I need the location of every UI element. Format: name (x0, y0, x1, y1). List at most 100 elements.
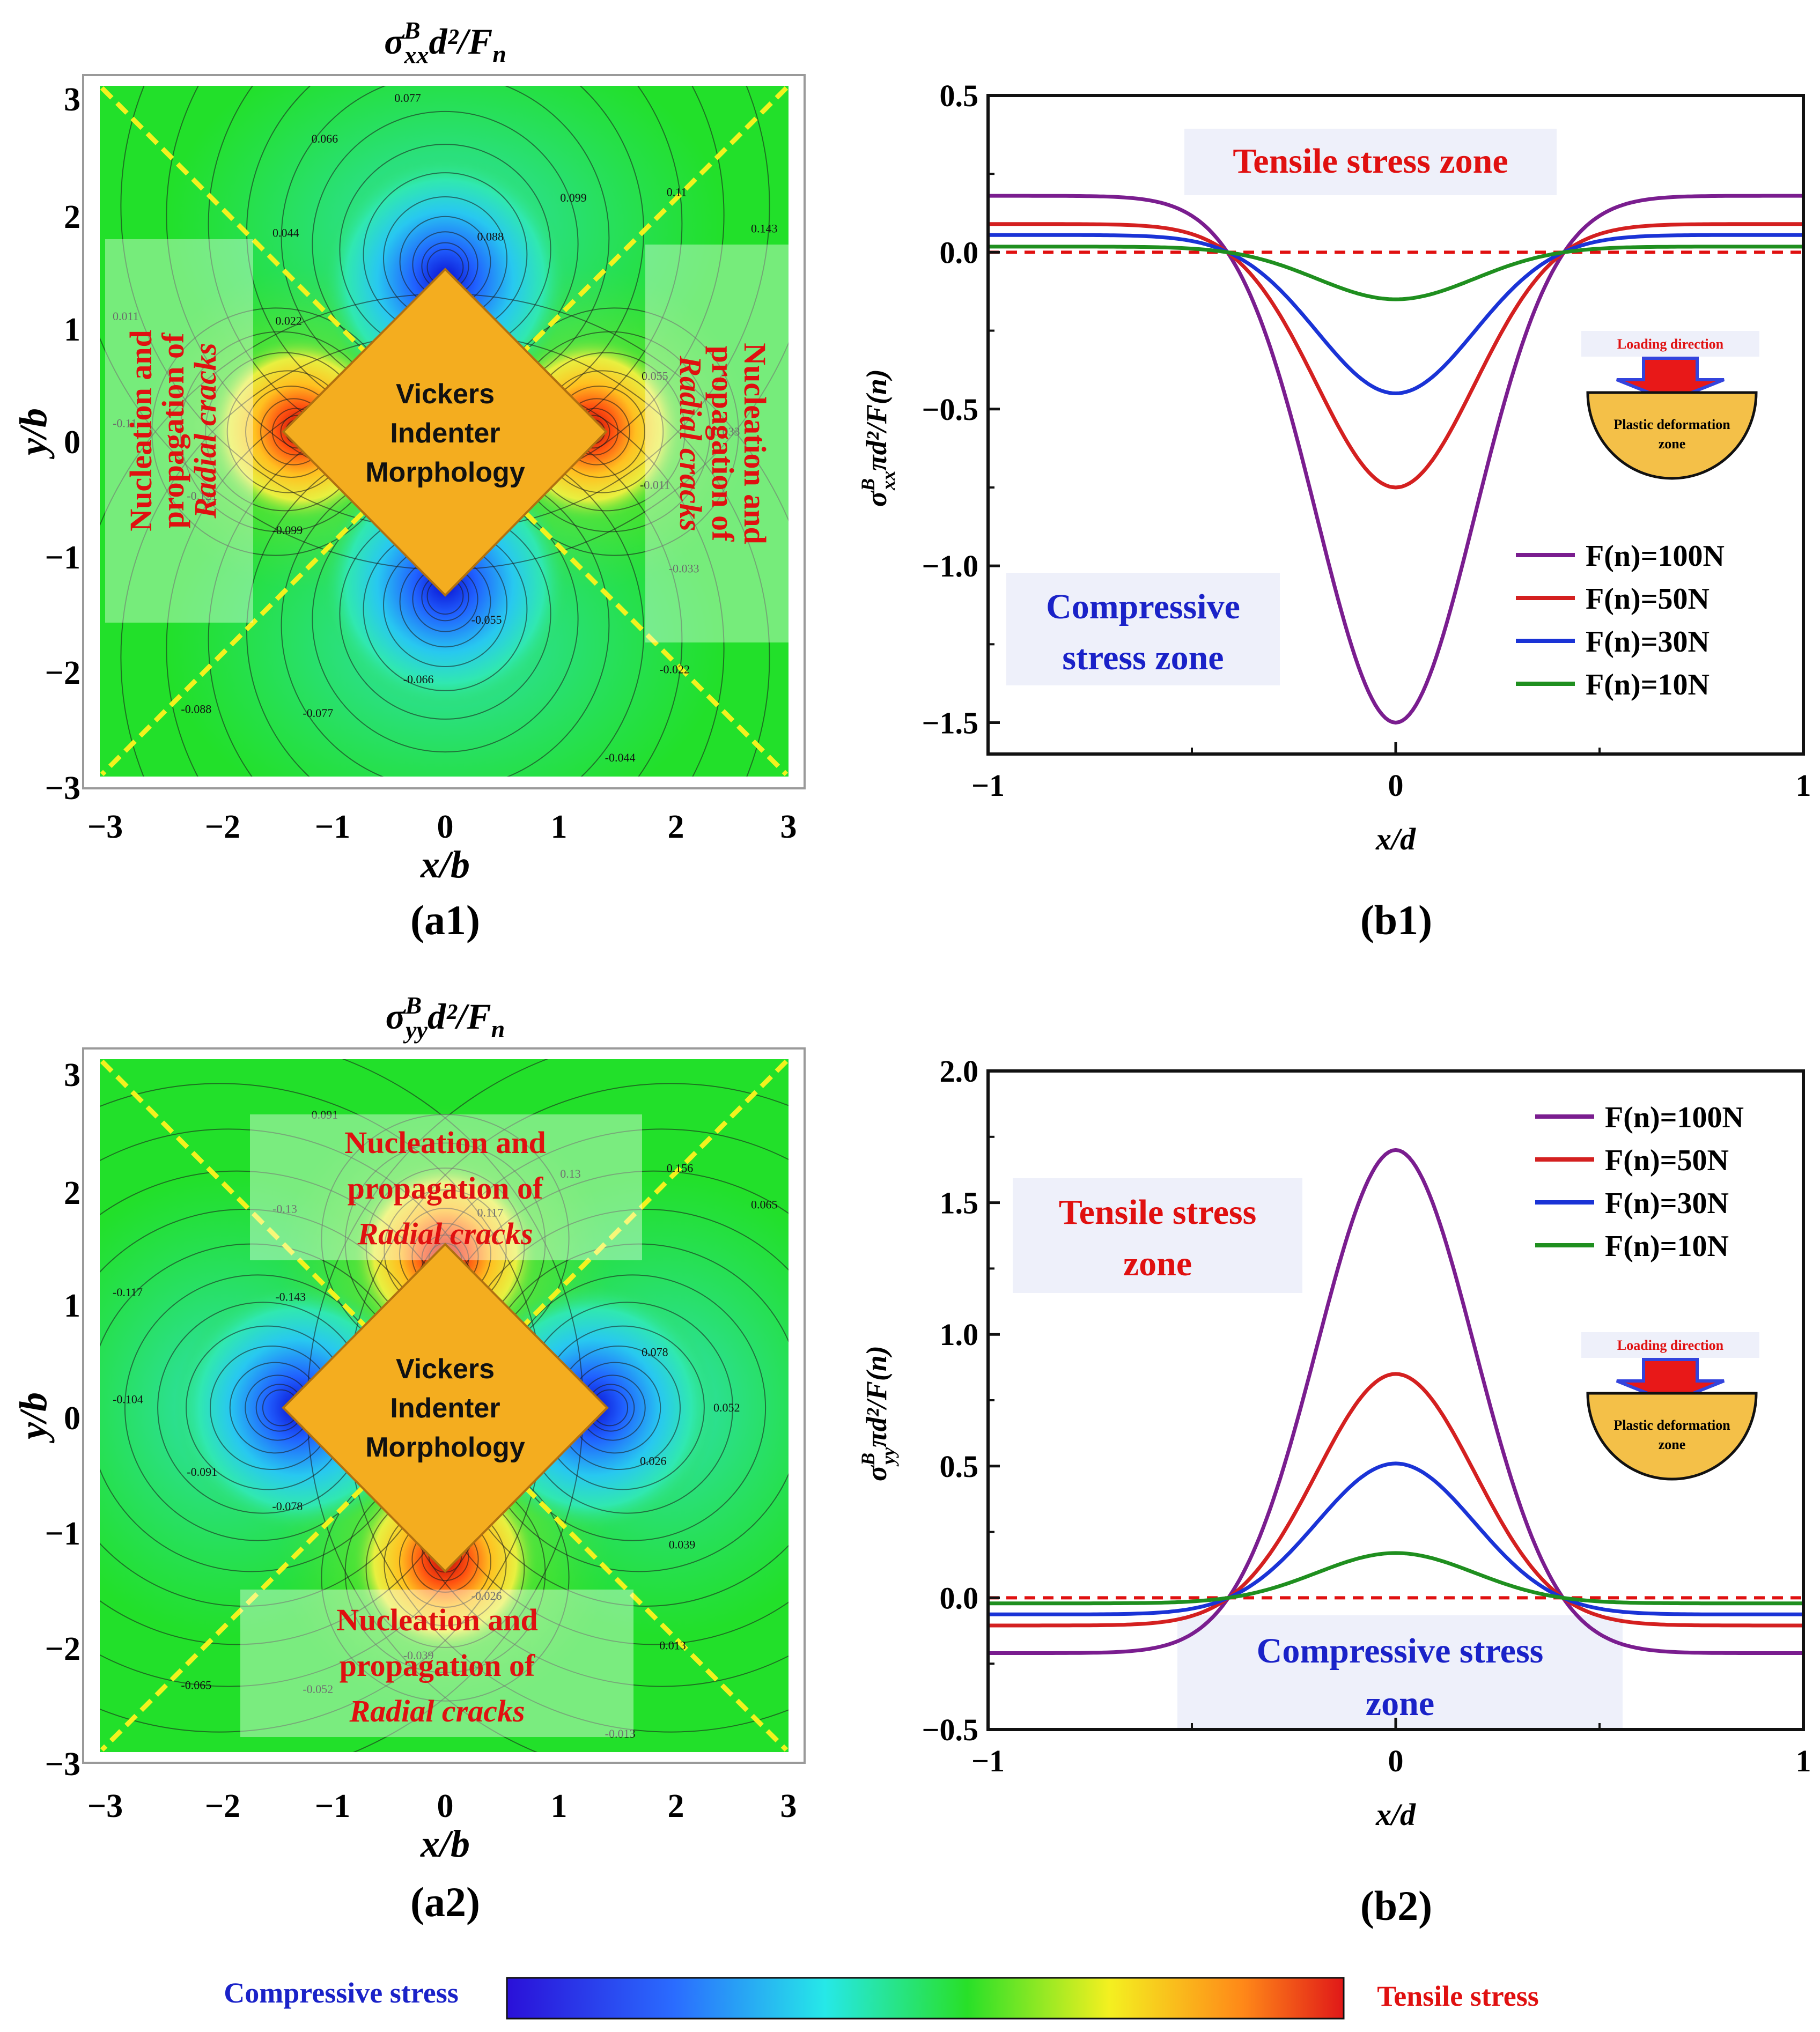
contour-label: 0.065 (751, 1198, 778, 1211)
contour-label: 0.055 (642, 369, 668, 382)
x-tick-label: −3 (87, 1788, 123, 1824)
series-line (988, 245, 1803, 301)
loading-label-box (1581, 1332, 1759, 1358)
y-tick-label: 1.5 (940, 1186, 979, 1221)
loading-label-box (1581, 331, 1759, 357)
crack-text-line: Nucleation and (738, 343, 772, 544)
loading-direction-label: Loading direction (1617, 1338, 1724, 1353)
x-tick-label: −3 (87, 809, 123, 845)
contour-label: 0.13 (560, 1167, 581, 1180)
y-tick-label: 1.0 (940, 1317, 979, 1352)
crack-text-top: Nucleation and propagation of Radial cra… (344, 1125, 546, 1251)
contour-label: 0.156 (667, 1161, 694, 1174)
loading-inset: Loading direction Plastic deformation zo… (1581, 1332, 1759, 1481)
x-tick-label: −1 (971, 768, 1005, 803)
contour-label: -0.117 (113, 1285, 143, 1299)
x-tick-label: 1 (551, 809, 568, 845)
compressive-zone-label: Compressive stress (1257, 1631, 1544, 1671)
y-tick-label: 2 (64, 1175, 80, 1211)
crack-zone-bottom (240, 1590, 633, 1737)
contour-label: 0.022 (275, 314, 302, 327)
contour-label: -0.13 (272, 1202, 297, 1216)
legend-label: F(n)=100N (1586, 540, 1725, 573)
crack-text-line: Radial cracks (349, 1694, 525, 1728)
y-tick-label: −1.0 (922, 549, 978, 583)
contour-label: 0.091 (312, 1108, 338, 1121)
x-tick-label: 2 (668, 809, 684, 845)
plastic-zone-label: zone (1659, 436, 1686, 452)
series-line (988, 222, 1803, 490)
contour-label: 0.077 (394, 91, 421, 105)
indenter-text: Vickers (396, 1354, 495, 1385)
x-tick-label: 3 (780, 1788, 797, 1824)
legend-label: F(n)=50N (1605, 1144, 1729, 1177)
x-tick-label: 3 (780, 809, 797, 845)
y-axis-label: σBxxπd²/F(n) (857, 369, 899, 507)
y-tick-label: 3 (64, 82, 80, 118)
x-tick-label: −2 (205, 1788, 240, 1824)
compressive-zone-label: zone (1366, 1684, 1434, 1723)
y-tick-label: −0.5 (922, 1712, 978, 1747)
x-tick-label: 1 (1796, 768, 1811, 803)
series-line (988, 1148, 1803, 1655)
colorbar-right-label: Tensile stress (1377, 1980, 1539, 2012)
colorbar: Compressive stress Tensile stress (224, 1977, 1539, 2020)
y-tick-label: −2 (45, 1631, 80, 1667)
crack-text-line: Radial cracks (188, 343, 223, 519)
contour-label: -0.143 (275, 1290, 306, 1303)
crack-zone-top (250, 1114, 642, 1260)
series-line (988, 194, 1803, 725)
plastic-zone-label: Plastic deformation (1613, 417, 1730, 432)
x-axis-label: x/d (1375, 822, 1416, 856)
loading-arrow-icon (1616, 1358, 1725, 1405)
panel-label: (b2) (1360, 1882, 1432, 1929)
x-tick-label: −2 (205, 809, 240, 845)
contour-label: -0.052 (303, 1682, 333, 1696)
y-tick-labels: 3 2 1 0 −1 −2 −3 (45, 1057, 80, 1783)
indenter-text: Morphology (365, 1432, 525, 1463)
y-tick-label: 0.0 (940, 1580, 979, 1615)
x-tick-labels: −3 −2 −1 0 1 2 3 (87, 1788, 797, 1824)
colorbar-gradient (506, 1977, 1345, 2020)
contour-label: 0.052 (713, 1401, 740, 1414)
x-axis-label: x/d (1375, 1797, 1416, 1832)
contour-label: 0.033 (713, 425, 740, 438)
crack-zone-left (105, 239, 253, 623)
x-tick-label: 1 (551, 1788, 568, 1824)
y-tick-label: 0.5 (940, 78, 979, 113)
indenter-label: Vickers Indenter Morphology (365, 1354, 525, 1463)
y-tick-labels: 3 2 1 0 −1 −2 −3 (45, 82, 80, 807)
contour-label: 0.143 (751, 221, 778, 235)
y-axis-label: σByyπd²/F(n) (857, 1346, 899, 1481)
legend-label: F(n)=10N (1586, 668, 1710, 701)
loading-arrow-icon (1616, 357, 1725, 403)
contour-label: -0.066 (403, 673, 434, 686)
compressive-zone-label: Compressive (1046, 587, 1240, 626)
y-tick-label: 3 (64, 1057, 80, 1093)
x-tick-label: 0 (437, 1788, 454, 1824)
legend-label: F(n)=30N (1586, 625, 1710, 659)
crack-text-bottom: Nucleation and propagation of Radial cra… (336, 1602, 537, 1728)
vickers-indenter (282, 1243, 609, 1573)
y-tick-label: 0.0 (940, 235, 979, 270)
contour-label: -0.077 (303, 706, 333, 720)
x-axis-label: x/b (420, 1822, 470, 1865)
compressive-zone-box (1177, 1615, 1623, 1731)
panel-a2-title: σB yyd²/Fn (386, 992, 505, 1044)
crack-text-line: propagation of (348, 1171, 543, 1206)
loading-inset: Loading direction Plastic deformation zo… (1581, 331, 1759, 480)
y-tick-label: −1.5 (922, 706, 978, 741)
contour-label: -0.011 (640, 478, 670, 492)
contour-label: 0.011 (113, 309, 139, 323)
indenter-text: Indenter (390, 1393, 500, 1424)
contour-label: 0.099 (560, 191, 587, 204)
x-tick-label: 1 (1796, 1743, 1811, 1778)
y-tick-label: 1 (64, 1288, 80, 1324)
x-tick-label: 2 (668, 1788, 684, 1824)
y-tick-label: 2.0 (940, 1054, 979, 1089)
legend-label: F(n)=10N (1605, 1230, 1729, 1263)
tensile-zone-label: Tensile stress zone (1233, 142, 1508, 181)
colorbar-left-label: Compressive stress (224, 1977, 458, 2009)
contour-label: 0.066 (312, 132, 338, 145)
series-line (988, 1372, 1803, 1628)
